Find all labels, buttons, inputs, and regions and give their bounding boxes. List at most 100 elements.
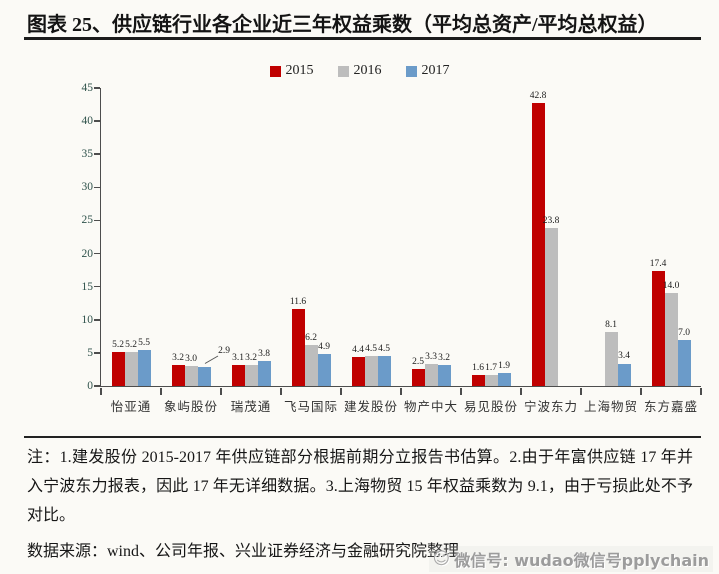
bar bbox=[304, 344, 318, 386]
y-axis-label: 10 bbox=[81, 313, 94, 326]
y-axis-tick bbox=[94, 285, 100, 288]
chart-legend: 2015 2016 2017 bbox=[0, 64, 719, 78]
value-label: 4.4 bbox=[352, 344, 364, 355]
value-label: 5.5 bbox=[138, 337, 150, 348]
footnote: 注：1.建发股份 2015-2017 年供应链部分根据前期分立报告书估算。2.由… bbox=[27, 449, 693, 524]
value-label: 5.2 bbox=[125, 339, 137, 350]
y-axis-label: 15 bbox=[81, 280, 94, 293]
bar bbox=[351, 356, 365, 386]
value-label: 14.0 bbox=[662, 281, 680, 292]
wechat-watermark-text: 微信号: wudao微信号pplychain bbox=[454, 551, 709, 570]
bar bbox=[184, 366, 198, 386]
value-label: 23.8 bbox=[542, 216, 560, 227]
value-label: 3.0 bbox=[185, 354, 197, 365]
bar bbox=[411, 369, 425, 386]
smiley-icon: ☺ bbox=[432, 548, 451, 569]
legend-item: 2015 bbox=[269, 63, 314, 78]
bar bbox=[424, 364, 438, 386]
x-category-label: 飞马国际 bbox=[283, 400, 338, 414]
value-label: 2.9 bbox=[218, 345, 230, 356]
y-axis-tick bbox=[94, 385, 100, 387]
y-axis-label: 20 bbox=[81, 247, 94, 260]
value-label: 3.8 bbox=[258, 348, 270, 359]
value-label: 4.5 bbox=[378, 344, 390, 355]
x-axis-tick bbox=[460, 388, 462, 395]
legend-swatch bbox=[269, 65, 281, 77]
value-label: 4.9 bbox=[318, 341, 330, 352]
x-axis-tick bbox=[220, 388, 222, 395]
y-axis-label: 5 bbox=[87, 346, 93, 359]
x-category-label: 上海物贸 bbox=[583, 400, 638, 414]
x-axis-tick bbox=[640, 388, 642, 395]
value-label: 2.5 bbox=[412, 357, 424, 368]
y-axis-label: 0 bbox=[87, 380, 93, 392]
bar bbox=[664, 293, 678, 386]
bar bbox=[471, 375, 485, 386]
legend-item: 2017 bbox=[405, 63, 450, 78]
legend-label: 2015 bbox=[285, 63, 314, 78]
note-divider bbox=[24, 436, 701, 438]
bar bbox=[484, 374, 498, 386]
y-axis-tick bbox=[94, 120, 100, 122]
bar bbox=[244, 364, 258, 386]
bar bbox=[171, 364, 185, 386]
x-category-label: 东方嘉盛 bbox=[643, 400, 698, 414]
value-label: 5.2 bbox=[112, 339, 124, 350]
x-category-label: 宁波东力 bbox=[523, 400, 578, 414]
x-category-label: 易见股份 bbox=[463, 400, 518, 414]
bar bbox=[531, 102, 545, 386]
value-label: 17.4 bbox=[649, 258, 667, 269]
value-label: 3.3 bbox=[425, 352, 437, 363]
value-label: 1.9 bbox=[498, 361, 510, 372]
x-axis-tick bbox=[400, 388, 402, 395]
title-divider bbox=[24, 37, 701, 40]
bar bbox=[231, 365, 245, 386]
value-label: 4.5 bbox=[365, 344, 377, 355]
data-source: 数据来源：wind、公司年报、兴业证券经济与金融研究院整理 bbox=[27, 543, 460, 560]
y-axis-tick bbox=[94, 186, 100, 189]
bar bbox=[604, 332, 618, 386]
x-axis-tick bbox=[340, 388, 342, 395]
legend-swatch bbox=[337, 65, 349, 77]
y-axis-label: 45 bbox=[81, 82, 94, 94]
bar bbox=[544, 228, 558, 386]
x-axis-tick bbox=[160, 388, 162, 395]
value-label: 3.1 bbox=[232, 353, 244, 364]
value-label: 3.4 bbox=[618, 351, 630, 362]
bar bbox=[111, 351, 125, 386]
bar bbox=[497, 373, 511, 386]
legend-label: 2017 bbox=[421, 63, 450, 78]
bar bbox=[197, 366, 211, 386]
x-category-label: 建发股份 bbox=[343, 400, 398, 414]
bar bbox=[651, 270, 665, 386]
legend-label: 2016 bbox=[353, 63, 382, 78]
y-axis-tick bbox=[94, 319, 100, 321]
figure-title: 图表 25、供应链行业各企业近三年权益乘数（平均总资产/平均总权益） bbox=[27, 14, 658, 36]
x-category-label: 物产中大 bbox=[403, 400, 458, 414]
x-axis-tick bbox=[700, 388, 702, 395]
value-label: 8.1 bbox=[605, 320, 617, 331]
y-axis-tick bbox=[94, 219, 100, 222]
bar bbox=[437, 364, 451, 386]
value-label: 1.7 bbox=[485, 362, 497, 373]
x-axis-tick bbox=[100, 388, 102, 395]
bar bbox=[377, 356, 391, 386]
legend-item: 2016 bbox=[337, 63, 382, 78]
value-label: 1.6 bbox=[472, 363, 484, 374]
value-label: 3.2 bbox=[438, 352, 450, 363]
value-label: 7.0 bbox=[678, 327, 690, 338]
y-axis-label: 40 bbox=[81, 115, 94, 128]
value-label: 6.2 bbox=[305, 332, 317, 343]
bar bbox=[617, 363, 631, 386]
x-category-label: 怡亚通 bbox=[110, 400, 152, 414]
x-axis-tick bbox=[520, 388, 522, 395]
bar bbox=[677, 339, 691, 386]
legend-swatch bbox=[405, 65, 417, 77]
y-axis-label: 25 bbox=[81, 214, 94, 227]
bar bbox=[124, 351, 138, 386]
x-category-label: 瑞茂通 bbox=[230, 400, 272, 414]
y-axis-label: 35 bbox=[81, 148, 94, 161]
bar bbox=[257, 360, 271, 386]
wechat-watermark: ☺ 微信号: wudao微信号pplychain bbox=[428, 546, 713, 572]
